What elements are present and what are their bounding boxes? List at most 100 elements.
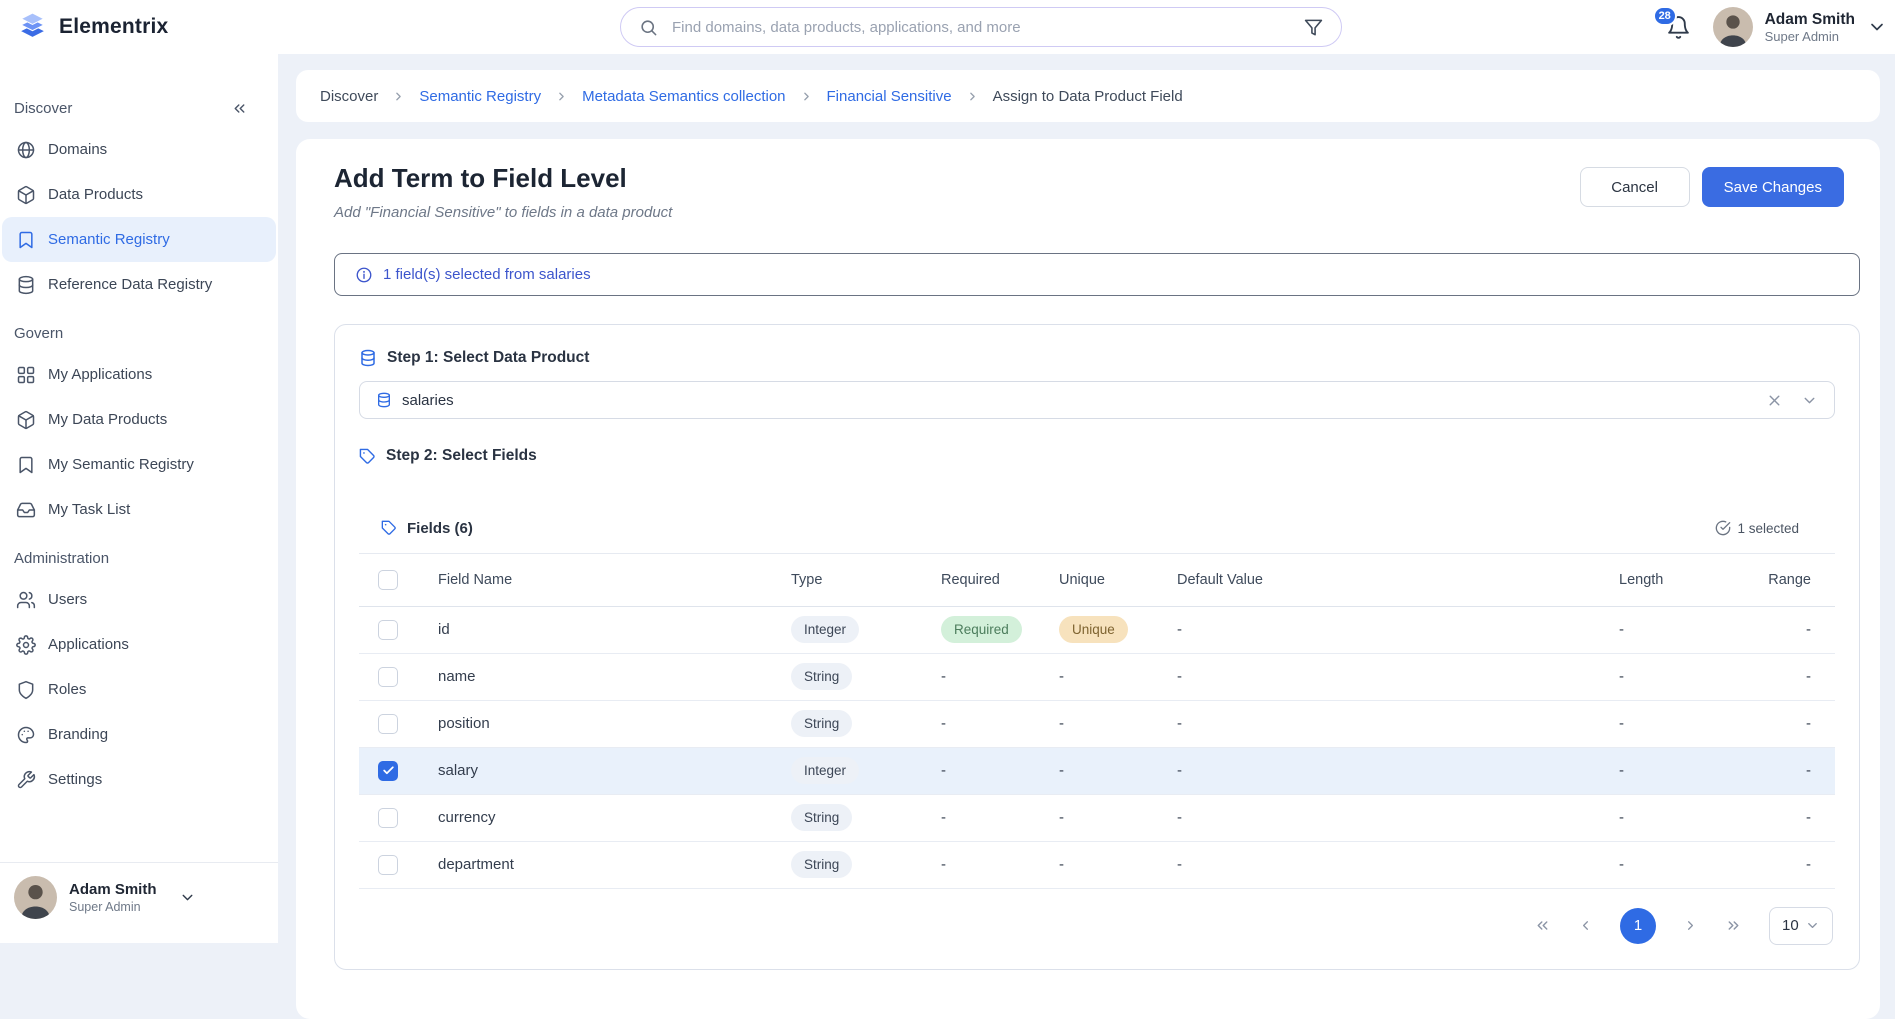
steps-card: Step 1: Select Data Product salaries	[334, 324, 1860, 970]
database-icon	[359, 349, 377, 367]
sidebar-user-card[interactable]: Adam Smith Super Admin	[0, 862, 278, 943]
required-value: -	[941, 841, 1059, 889]
table-row-name[interactable]: name String - - - - -	[359, 653, 1835, 701]
chevron-down-icon[interactable]	[1867, 17, 1887, 37]
sidebar-item-my-semantic-registry[interactable]: My Semantic Registry	[2, 442, 276, 487]
breadcrumb-item-discover[interactable]: Discover	[320, 87, 379, 105]
fields-count-title: Fields (6)	[407, 519, 473, 537]
table-header-row: Field Name Type Required Unique Default …	[359, 554, 1835, 607]
sidebar-item-roles[interactable]: Roles	[2, 667, 276, 712]
sidebar-item-label: My Applications	[48, 366, 153, 383]
row-checkbox[interactable]	[378, 713, 398, 734]
unique-value: -	[1059, 653, 1177, 701]
sidebar-collapse-icon[interactable]	[231, 100, 248, 117]
breadcrumb-item-metadata-semantics-collection[interactable]: Metadata Semantics collection	[582, 87, 786, 105]
required-value: -	[941, 700, 1059, 748]
sidebar-item-label: Roles	[48, 681, 87, 698]
default-value: -	[1177, 700, 1619, 748]
column-field-name: Field Name	[419, 554, 791, 607]
user-name: Adam Smith	[69, 881, 157, 898]
sidebar-item-label: Domains	[48, 141, 108, 158]
chevron-down-icon[interactable]	[1801, 392, 1818, 409]
avatar[interactable]	[1712, 7, 1753, 47]
unique-value: -	[1059, 700, 1177, 748]
type-badge: Integer	[791, 757, 860, 784]
row-checkbox[interactable]	[378, 619, 398, 640]
info-icon	[355, 266, 373, 284]
last-page-button[interactable]	[1725, 917, 1742, 934]
user-menu[interactable]: Adam Smith Super Admin	[1765, 10, 1855, 45]
sidebar-item-semantic-registry[interactable]: Semantic Registry	[2, 217, 276, 262]
chevron-down-icon	[1808, 923, 1817, 928]
user-role: Super Admin	[69, 900, 141, 914]
sidebar-item-my-data-products[interactable]: My Data Products	[2, 397, 276, 442]
length-value: -	[1619, 841, 1765, 889]
row-checkbox[interactable]	[378, 666, 398, 687]
breadcrumb-item-financial-sensitive[interactable]: Financial Sensitive	[826, 87, 952, 105]
clear-selection-icon[interactable]	[1766, 392, 1783, 409]
section-label-text: Discover	[14, 100, 73, 117]
range-value: -	[1765, 653, 1835, 701]
chevron-right-icon	[555, 90, 568, 103]
filter-icon[interactable]	[1304, 18, 1323, 37]
default-value: -	[1177, 794, 1619, 842]
cancel-button[interactable]: Cancel	[1579, 167, 1690, 207]
check-circle-icon	[1716, 520, 1731, 536]
column-unique: Unique	[1059, 554, 1177, 607]
sidebar-item-settings[interactable]: Settings	[2, 757, 276, 802]
range-value: -	[1765, 700, 1835, 748]
table-row-currency[interactable]: currency String - - - - -	[359, 794, 1835, 842]
table-row-id[interactable]: id Integer Required Unique - - -	[359, 606, 1835, 654]
sidebar-item-my-task-list[interactable]: My Task List	[2, 487, 276, 532]
sidebar-item-branding[interactable]: Branding	[2, 712, 276, 757]
notification-count-badge: 28	[1652, 5, 1677, 26]
table-row-salary[interactable]: salary Integer - - - - -	[359, 747, 1835, 795]
row-checkbox-checked[interactable]	[378, 760, 398, 781]
row-checkbox[interactable]	[378, 854, 398, 875]
page-size-select[interactable]: 10	[1769, 906, 1833, 945]
shield-icon	[16, 680, 36, 700]
unique-value: -	[1059, 747, 1177, 795]
brand: Elementrix	[16, 10, 168, 43]
selected-summary-text: 1 selected	[1737, 520, 1799, 536]
step2-label: Step 2: Select Fields	[386, 447, 537, 464]
breadcrumb-item-semantic-registry[interactable]: Semantic Registry	[419, 87, 542, 105]
selected-summary: 1 selected	[1715, 520, 1799, 536]
length-value: -	[1619, 747, 1765, 795]
previous-page-button[interactable]	[1578, 918, 1593, 933]
sidebar-item-applications[interactable]: Applications	[2, 622, 276, 667]
sidebar-item-label: Reference Data Registry	[48, 276, 213, 293]
search-input[interactable]	[670, 17, 1292, 37]
save-changes-button[interactable]: Save Changes	[1701, 167, 1844, 207]
sidebar-item-users[interactable]: Users	[2, 577, 276, 622]
table-row-position[interactable]: position String - - - - -	[359, 700, 1835, 748]
data-product-select[interactable]: salaries	[359, 381, 1835, 419]
gear-icon	[16, 634, 36, 655]
select-all-checkbox[interactable]	[378, 569, 398, 590]
field-name: position	[419, 700, 791, 748]
column-required: Required	[941, 554, 1059, 607]
type-badge: String	[791, 851, 853, 878]
sidebar-item-domains[interactable]: Domains	[2, 127, 276, 172]
tag-icon	[359, 448, 376, 465]
required-value: -	[941, 653, 1059, 701]
sidebar-item-my-applications[interactable]: My Applications	[2, 352, 276, 397]
next-page-button[interactable]	[1683, 918, 1698, 933]
user-role: Super Admin	[1764, 28, 1839, 44]
info-banner: 1 field(s) selected from salaries	[334, 253, 1860, 296]
cube-icon	[16, 185, 36, 205]
first-page-button[interactable]	[1534, 917, 1551, 934]
table-row-department[interactable]: department String - - - - -	[359, 841, 1835, 889]
sidebar-item-label: Data Products	[48, 186, 144, 203]
row-checkbox[interactable]	[378, 807, 398, 828]
chevron-down-icon[interactable]	[179, 889, 196, 906]
sidebar-item-reference-data-registry[interactable]: Reference Data Registry	[2, 262, 276, 307]
field-name: currency	[419, 794, 791, 842]
range-value: -	[1765, 794, 1835, 842]
sidebar-item-data-products[interactable]: Data Products	[2, 172, 276, 217]
length-value: -	[1619, 700, 1765, 748]
current-page-button[interactable]: 1	[1620, 907, 1656, 944]
notifications-button[interactable]: 28	[1652, 5, 1691, 40]
page-actions: Cancel Save Changes	[1579, 167, 1844, 207]
avatar	[14, 876, 57, 919]
